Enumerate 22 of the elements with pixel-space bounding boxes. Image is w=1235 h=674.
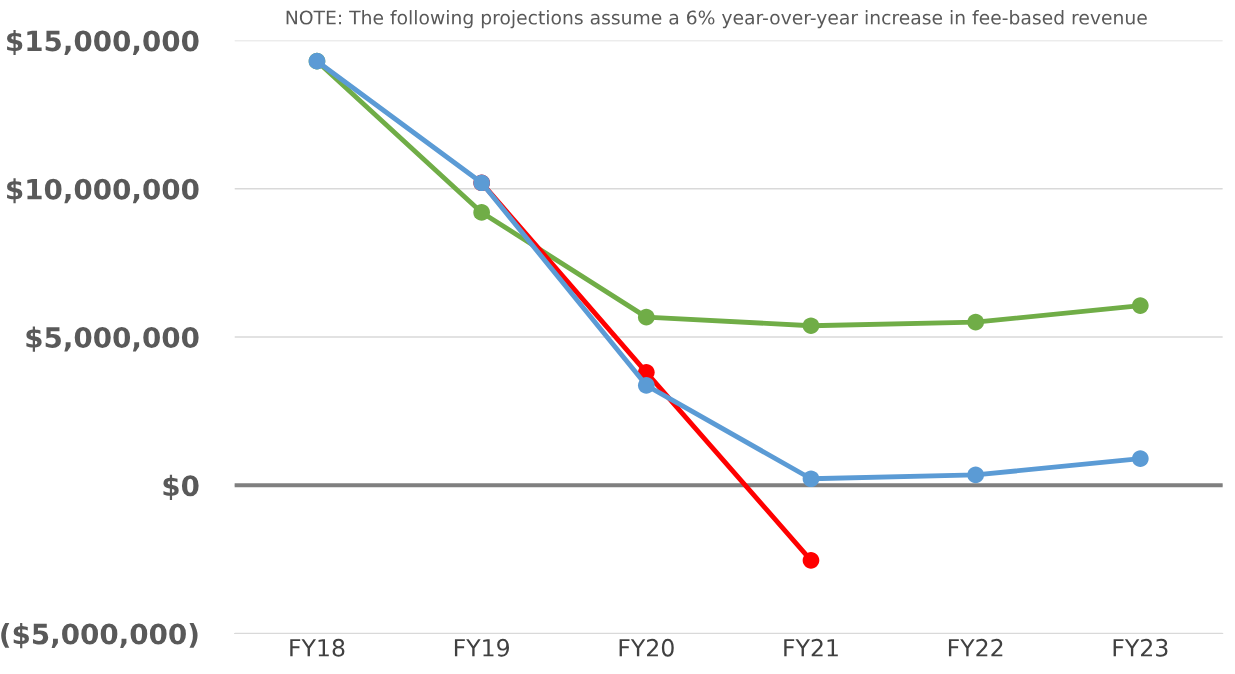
point (473, 204, 490, 221)
y-tick-label: $15,000,000 (7, 29, 199, 56)
y-tick-label: ($5,000,000) (1, 623, 198, 649)
y-tick-label: $5,000,000 (26, 326, 199, 352)
text: NOTE: The following projections assume a 6% year-over-year increase in fee-based revenue (286, 10, 1147, 29)
x-tick-label: FY21 (784, 638, 838, 657)
point (802, 470, 820, 488)
point (802, 317, 820, 335)
point (1131, 297, 1149, 314)
point (967, 313, 984, 331)
point (1131, 450, 1149, 467)
point (637, 377, 655, 394)
x-tick-label: FY19 (454, 638, 510, 657)
point (967, 466, 984, 484)
x-tick-label: FY20 (619, 638, 674, 657)
point (637, 308, 655, 326)
x-tick-label: FY23 (1113, 638, 1168, 657)
y-tick-label: $10,000,000 (7, 178, 199, 204)
x-tick-label: FY18 (290, 638, 345, 657)
point (802, 551, 820, 569)
y-tick-label: $0 (163, 474, 199, 500)
x-tick-label: FY22 (948, 638, 1003, 657)
